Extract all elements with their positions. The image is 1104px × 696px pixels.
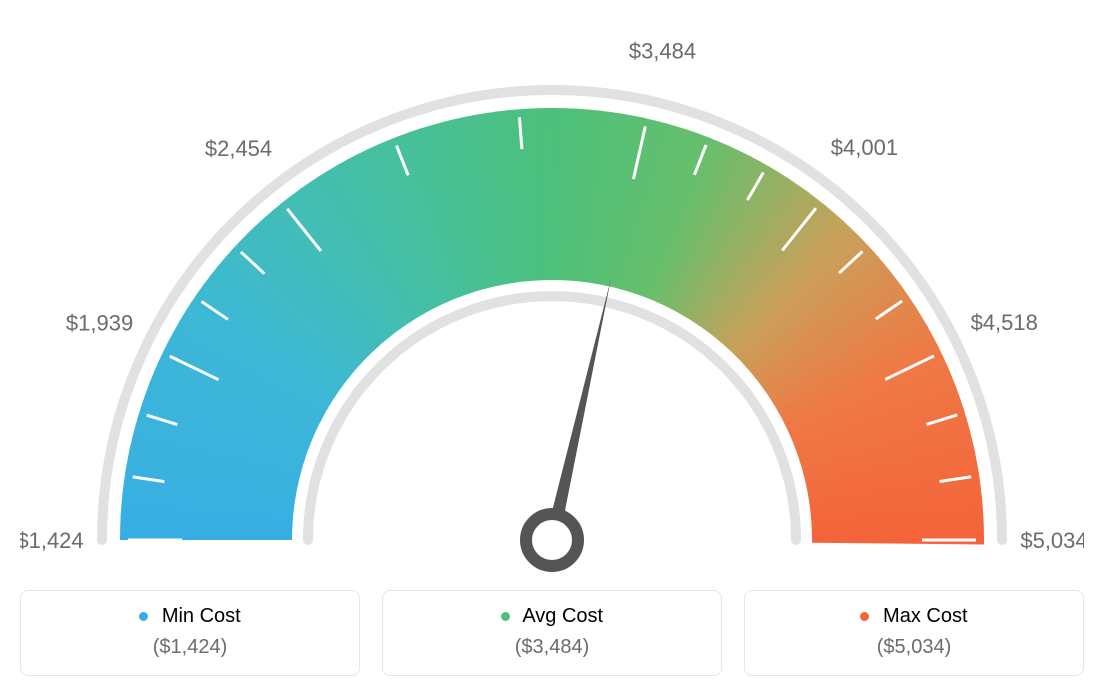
legend-title-max: Max Cost — [755, 605, 1073, 628]
legend-value-max: ($5,034) — [755, 636, 1073, 659]
tick-label: $1,424 — [20, 528, 84, 553]
dot-icon — [501, 612, 510, 621]
legend-card-max: Max Cost ($5,034) — [744, 590, 1084, 676]
tick-label: $4,001 — [831, 135, 898, 160]
legend-title-avg: Avg Cost — [393, 605, 711, 628]
dot-icon — [860, 612, 869, 621]
tick-label: $2,454 — [205, 136, 272, 161]
cost-gauge-chart: $1,424 $1,939 $2,454 $3,484 $4,001 $4,518 $5,0… — [20, 20, 1084, 580]
legend-title-text: Avg Cost — [522, 605, 603, 627]
tick-label: $1,939 — [66, 310, 133, 335]
legend-title-text: Min Cost — [162, 605, 241, 627]
legend-value-min: ($1,424) — [31, 636, 349, 659]
legend-title-min: Min Cost — [31, 605, 349, 628]
tick-label: $5,034 — [1020, 528, 1084, 553]
legend-title-text: Max Cost — [883, 605, 967, 627]
needle-hub — [526, 514, 578, 566]
legend-value-avg: ($3,484) — [393, 636, 711, 659]
tick-label: $3,484 — [629, 38, 696, 63]
legend-card-avg: Avg Cost ($3,484) — [382, 590, 722, 676]
gauge-needle — [545, 279, 611, 542]
tick-label: $4,518 — [971, 310, 1038, 335]
dot-icon — [139, 612, 148, 621]
legend-row: Min Cost ($1,424) Avg Cost ($3,484) Max … — [20, 590, 1084, 676]
legend-card-min: Min Cost ($1,424) — [20, 590, 360, 676]
